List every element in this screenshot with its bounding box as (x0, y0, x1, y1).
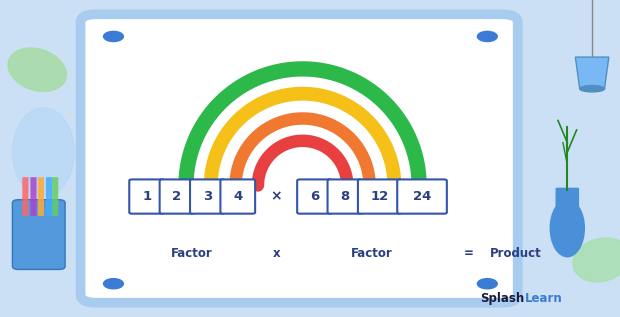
Ellipse shape (8, 48, 66, 92)
Text: =: = (464, 247, 474, 260)
FancyBboxPatch shape (297, 179, 332, 214)
Polygon shape (575, 57, 609, 89)
Circle shape (104, 31, 123, 42)
Text: 8: 8 (340, 190, 350, 203)
FancyBboxPatch shape (12, 200, 65, 269)
Text: Factor: Factor (351, 247, 393, 260)
Text: 12: 12 (371, 190, 389, 203)
Circle shape (477, 31, 497, 42)
FancyBboxPatch shape (221, 179, 255, 214)
Text: ×: × (270, 190, 282, 204)
Text: x: x (272, 247, 280, 260)
Text: Learn: Learn (525, 292, 562, 305)
Text: 3: 3 (203, 190, 212, 203)
Text: Product: Product (490, 247, 541, 260)
Text: 6: 6 (310, 190, 319, 203)
Text: 4: 4 (233, 190, 242, 203)
FancyBboxPatch shape (22, 177, 29, 216)
Text: 24: 24 (413, 190, 432, 203)
FancyBboxPatch shape (129, 179, 164, 214)
Ellipse shape (573, 238, 620, 282)
Ellipse shape (580, 86, 604, 92)
Circle shape (477, 279, 497, 289)
FancyBboxPatch shape (327, 179, 362, 214)
FancyBboxPatch shape (81, 14, 518, 303)
FancyBboxPatch shape (190, 179, 224, 214)
Text: 2: 2 (172, 190, 182, 203)
Text: Factor: Factor (171, 247, 213, 260)
FancyBboxPatch shape (556, 188, 579, 207)
FancyBboxPatch shape (358, 179, 402, 214)
FancyBboxPatch shape (397, 179, 447, 214)
FancyBboxPatch shape (160, 179, 195, 214)
Text: 1: 1 (142, 190, 151, 203)
FancyBboxPatch shape (52, 177, 58, 216)
FancyBboxPatch shape (30, 177, 37, 216)
FancyBboxPatch shape (46, 177, 52, 216)
Ellipse shape (12, 108, 74, 197)
Circle shape (104, 279, 123, 289)
FancyBboxPatch shape (38, 177, 44, 216)
Ellipse shape (551, 200, 584, 257)
Text: Splash: Splash (480, 292, 524, 305)
